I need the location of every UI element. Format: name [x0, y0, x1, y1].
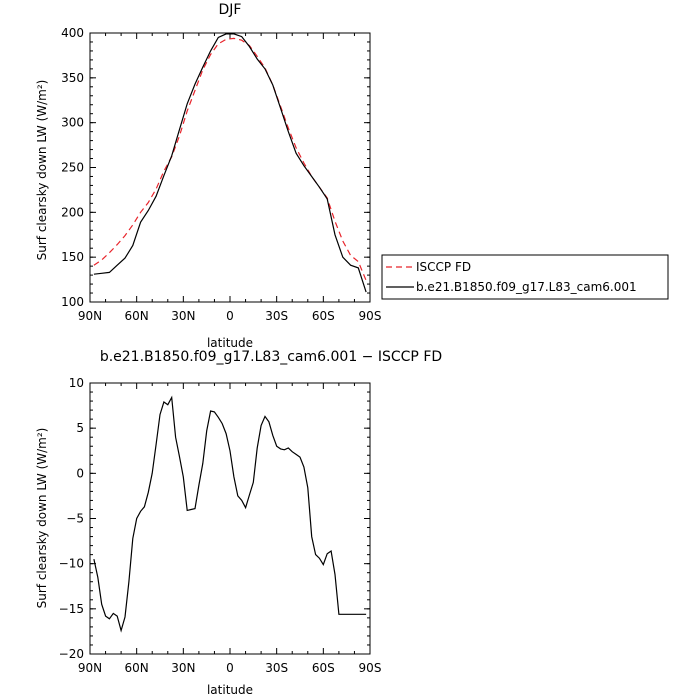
y-tick-label: 10 [69, 376, 84, 390]
bottom-plot-area: 90N 60N 30N 0 30S 60S 90S −20 −15 −10 −5 0 5 10 [59, 376, 382, 675]
plot-frame [89, 32, 371, 303]
top-plot-area: 90N 60N 30N 0 30S 60S 90S 100 150 200 250 300 350 400 [61, 26, 381, 323]
bottom-chart-title: b.e21.B1850.f09_g17.L83_cam6.001 − ISCCP… [100, 349, 442, 365]
y-tick-label: 400 [61, 26, 84, 40]
x-tick-label: 60S [312, 309, 335, 323]
y-tick-label: −20 [59, 647, 84, 661]
x-tick-label: 90N [78, 661, 102, 675]
legend-box [381, 254, 669, 300]
y-tick-label: −5 [66, 512, 84, 526]
x-tick-label: 60N [125, 661, 149, 675]
x-tick-label: 30S [265, 309, 288, 323]
y-tick-label: 250 [61, 161, 84, 175]
legend-label-0: ISCCP FD [416, 260, 471, 274]
y-tick-label: 100 [61, 295, 84, 309]
series-line-0 [93, 37, 367, 281]
x-tick-label: 30N [171, 661, 195, 675]
y-tick-label: 200 [61, 205, 84, 219]
y-tick-label: −10 [59, 557, 84, 571]
top-panel: DJF Surf clearsky down LW (W/m²) latitud… [35, 2, 669, 350]
x-tick-label: 60N [125, 309, 149, 323]
series-line-1 [93, 33, 367, 293]
x-tick-label: 90S [359, 309, 382, 323]
bottom-panel: b.e21.B1850.f09_g17.L83_cam6.001 − ISCCP… [35, 349, 442, 697]
y-tick-label: 350 [61, 71, 84, 85]
bottom-y-axis-label: Surf clearsky down LW (W/m²) [35, 428, 49, 609]
x-tick-label: 60S [312, 661, 335, 675]
x-tick-label: 0 [226, 661, 234, 675]
y-tick-label: 5 [76, 421, 84, 435]
y-tick-label: 0 [76, 466, 84, 480]
legend-label-1: b.e21.B1850.f09_g17.L83_cam6.001 [416, 280, 637, 294]
top-y-axis-label: Surf clearsky down LW (W/m²) [35, 80, 49, 261]
top-x-axis-label: latitude [207, 336, 253, 350]
y-tick-label: 150 [61, 250, 84, 264]
bottom-x-axis-label: latitude [207, 683, 253, 697]
x-tick-label: 30N [171, 309, 195, 323]
y-tick-label: 300 [61, 116, 84, 130]
series-line-0 [93, 395, 367, 633]
x-tick-label: 90S [359, 661, 382, 675]
x-tick-label: 30S [265, 661, 288, 675]
legend: ISCCP FD b.e21.B1850.f09_g17.L83_cam6.001 [381, 254, 669, 300]
x-tick-label: 0 [226, 309, 234, 323]
y-tick-label: −15 [59, 602, 84, 616]
plot-frame [89, 382, 371, 655]
x-tick-label: 90N [78, 309, 102, 323]
top-chart-title: DJF [219, 2, 242, 18]
